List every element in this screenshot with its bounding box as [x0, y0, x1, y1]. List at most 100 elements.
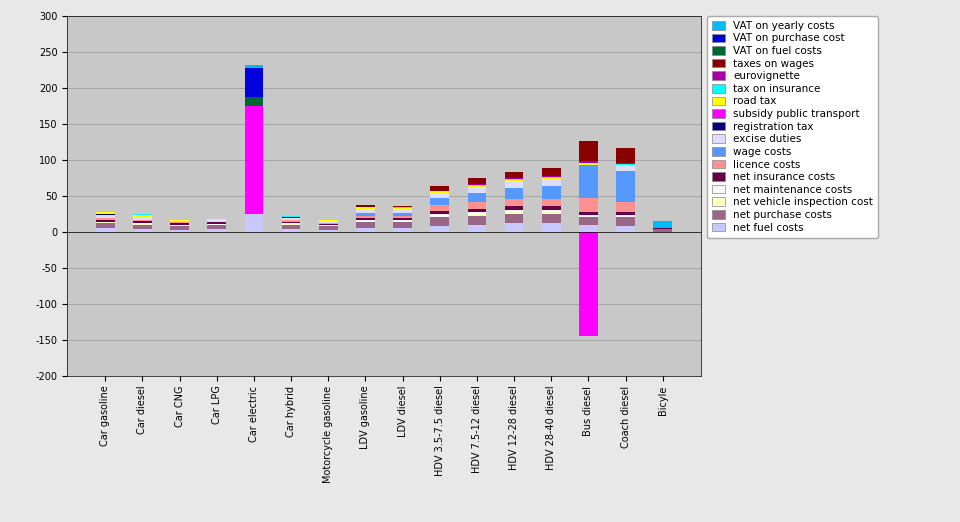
Bar — [207, 219, 226, 220]
Bar — [468, 185, 486, 186]
Bar — [319, 220, 338, 221]
Bar — [282, 223, 300, 224]
Bar — [96, 222, 114, 223]
Bar — [319, 223, 338, 224]
Bar — [96, 214, 114, 215]
Bar — [542, 199, 561, 206]
Bar — [616, 163, 635, 164]
Bar — [579, 212, 598, 215]
Bar — [505, 214, 523, 223]
Bar — [430, 205, 449, 211]
Bar — [394, 207, 412, 208]
Bar — [133, 221, 152, 223]
Bar — [654, 221, 672, 228]
Bar — [282, 220, 300, 222]
Bar — [430, 215, 449, 217]
Bar — [356, 209, 374, 213]
Bar — [133, 229, 152, 232]
Bar — [654, 228, 672, 229]
Bar — [468, 216, 486, 224]
Bar — [505, 172, 523, 178]
Bar — [319, 224, 338, 226]
Bar — [133, 224, 152, 229]
Bar — [542, 180, 561, 186]
Bar — [579, 198, 598, 212]
Bar — [133, 215, 152, 217]
Bar — [170, 224, 189, 226]
Bar — [245, 65, 263, 68]
Bar — [505, 212, 523, 214]
Bar — [356, 218, 374, 220]
Bar — [505, 179, 523, 180]
Bar — [430, 226, 449, 232]
Bar — [616, 171, 635, 201]
Bar — [245, 106, 263, 214]
Legend: VAT on yearly costs, VAT on purchase cost, VAT on fuel costs, taxes on wages, eu: VAT on yearly costs, VAT on purchase cos… — [708, 16, 878, 238]
Bar — [505, 188, 523, 199]
Bar — [207, 220, 226, 222]
Bar — [616, 201, 635, 212]
Bar — [542, 169, 561, 175]
Bar — [505, 199, 523, 206]
Bar — [394, 213, 412, 216]
Bar — [96, 220, 114, 222]
Bar — [542, 177, 561, 178]
Bar — [542, 210, 561, 212]
Bar — [282, 224, 300, 229]
Bar — [245, 68, 263, 97]
Bar — [430, 198, 449, 205]
Bar — [356, 228, 374, 232]
Bar — [542, 223, 561, 232]
Bar — [96, 223, 114, 228]
Bar — [505, 180, 523, 182]
Bar — [579, 215, 598, 217]
Bar — [505, 178, 523, 179]
Bar — [394, 220, 412, 222]
Bar — [430, 186, 449, 191]
Bar — [616, 166, 635, 171]
Bar — [170, 223, 189, 224]
Bar — [356, 220, 374, 222]
Bar — [468, 224, 486, 232]
Bar — [468, 201, 486, 209]
Bar — [96, 215, 114, 218]
Bar — [356, 222, 374, 228]
Bar — [282, 222, 300, 223]
Bar — [616, 165, 635, 166]
Bar — [430, 192, 449, 193]
Bar — [394, 222, 412, 228]
Bar — [430, 191, 449, 192]
Bar — [468, 209, 486, 212]
Bar — [356, 216, 374, 218]
Bar — [430, 217, 449, 226]
Bar — [282, 218, 300, 220]
Bar — [356, 213, 374, 216]
Bar — [616, 217, 635, 226]
Bar — [282, 217, 300, 218]
Bar — [96, 211, 114, 212]
Bar — [394, 209, 412, 213]
Bar — [542, 178, 561, 180]
Bar — [616, 215, 635, 217]
Bar — [542, 214, 561, 223]
Bar — [579, 232, 598, 336]
Bar — [542, 175, 561, 177]
Bar — [394, 218, 412, 220]
Bar — [468, 212, 486, 215]
Bar — [505, 182, 523, 188]
Bar — [579, 165, 598, 198]
Bar — [133, 220, 152, 221]
Bar — [170, 230, 189, 232]
Bar — [319, 221, 338, 223]
Bar — [542, 212, 561, 214]
Bar — [505, 210, 523, 212]
Bar — [282, 229, 300, 232]
Bar — [207, 224, 226, 226]
Bar — [505, 223, 523, 232]
Bar — [170, 222, 189, 223]
Bar — [394, 206, 412, 207]
Bar — [542, 206, 561, 210]
Bar — [616, 212, 635, 215]
Bar — [207, 226, 226, 229]
Bar — [96, 218, 114, 220]
